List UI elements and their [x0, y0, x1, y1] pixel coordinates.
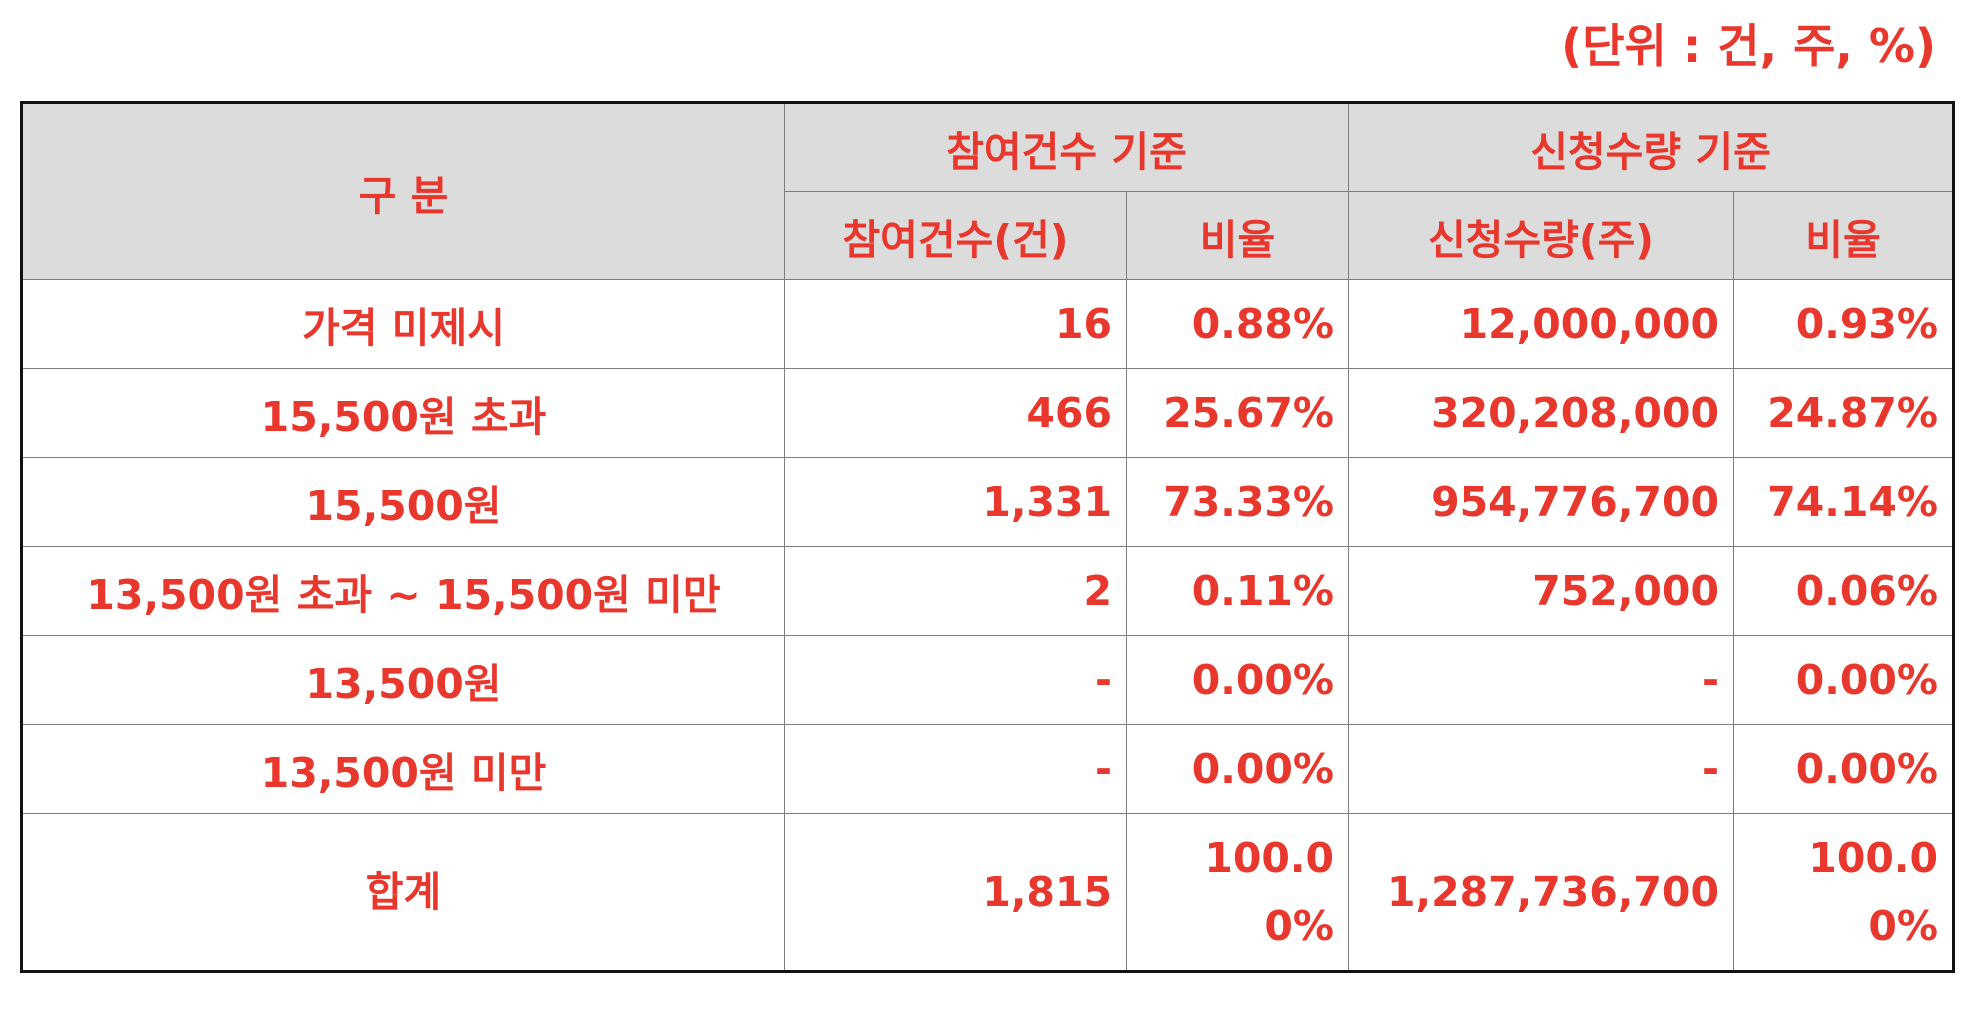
header-quantity-ratio: 비율: [1733, 191, 1954, 280]
header-group-quantity: 신청수량 기준: [1348, 102, 1954, 192]
row-quantity: -: [1348, 635, 1734, 725]
row-count: 1,331: [784, 457, 1127, 547]
table-row: 13,500원 초과 ~ 15,500원 미만 2 0.11% 752,000 …: [21, 546, 1954, 636]
row-quantity-ratio: 74.14%: [1733, 457, 1954, 547]
row-quantity-ratio: 24.87%: [1733, 368, 1954, 458]
table-row: 13,500원 - 0.00% - 0.00%: [21, 635, 1954, 725]
row-count: -: [784, 635, 1127, 725]
row-label: 가격 미제시: [21, 279, 785, 369]
total-row: 합계 1,815 100.0 0% 1,287,736,700 100.0 0%: [21, 813, 1954, 972]
header-group-participation: 참여건수 기준: [784, 102, 1349, 192]
row-quantity: 12,000,000: [1348, 279, 1734, 369]
header-participation-count: 참여건수(건): [784, 191, 1127, 280]
total-quantity-ratio-cell: 100.0 0%: [1733, 813, 1954, 972]
row-count: -: [784, 724, 1127, 814]
header-row-columns: 참여건수(건) 비율 신청수량(주) 비율: [22, 191, 1954, 280]
row-count-ratio: 0.11%: [1126, 546, 1349, 636]
row-count: 2: [784, 546, 1127, 636]
header-quantity: 신청수량(주): [1348, 191, 1734, 280]
header-participation-ratio: 비율: [1126, 191, 1349, 280]
row-label: 15,500원 초과: [21, 368, 785, 458]
total-quantity-ratio: 100.0 0%: [1808, 834, 1938, 950]
row-quantity-ratio: 0.00%: [1733, 635, 1954, 725]
row-quantity-ratio: 0.93%: [1733, 279, 1954, 369]
table-body: 가격 미제시 16 0.88% 12,000,000 0.93% 15,500원…: [21, 279, 1954, 972]
row-label: 13,500원: [21, 635, 785, 725]
row-label: 13,500원 미만: [21, 724, 785, 814]
row-count: 16: [784, 279, 1127, 369]
row-label: 15,500원: [21, 457, 785, 547]
total-count-ratio-cell: 100.0 0%: [1126, 813, 1349, 972]
table-row: 15,500원 초과 466 25.67% 320,208,000 24.87%: [21, 368, 1954, 458]
total-quantity: 1,287,736,700: [1348, 813, 1734, 972]
row-count: 466: [784, 368, 1127, 458]
row-count-ratio: 73.33%: [1126, 457, 1349, 547]
row-count-ratio: 0.88%: [1126, 279, 1349, 369]
row-quantity-ratio: 0.00%: [1733, 724, 1954, 814]
table-row: 가격 미제시 16 0.88% 12,000,000 0.93%: [21, 279, 1954, 369]
bid-distribution-table: 구 분 참여건수 기준 신청수량 기준 참여건수(건) 비율 신청수량(주) 비…: [20, 101, 1955, 973]
header-row-group: 구 분 참여건수 기준 신청수량 기준: [21, 102, 1954, 280]
row-quantity-ratio: 0.06%: [1733, 546, 1954, 636]
table-header: 구 분 참여건수 기준 신청수량 기준 참여건수(건) 비율 신청수량(주) 비…: [21, 102, 1954, 280]
unit-note: (단위 : 건, 주, %): [1561, 19, 1936, 73]
row-count-ratio: 0.00%: [1126, 724, 1349, 814]
row-count-ratio: 25.67%: [1126, 368, 1349, 458]
row-count-ratio: 0.00%: [1126, 635, 1349, 725]
table-row: 15,500원 1,331 73.33% 954,776,700 74.14%: [21, 457, 1954, 547]
total-label: 합계: [21, 813, 785, 972]
total-count: 1,815: [784, 813, 1127, 972]
total-count-ratio: 100.0 0%: [1204, 834, 1334, 950]
row-quantity: -: [1348, 724, 1734, 814]
header-category: 구 분: [21, 102, 785, 280]
row-quantity: 752,000: [1348, 546, 1734, 636]
table-row: 13,500원 미만 - 0.00% - 0.00%: [21, 724, 1954, 814]
row-quantity: 320,208,000: [1348, 368, 1734, 458]
row-quantity: 954,776,700: [1348, 457, 1734, 547]
row-label: 13,500원 초과 ~ 15,500원 미만: [21, 546, 785, 636]
